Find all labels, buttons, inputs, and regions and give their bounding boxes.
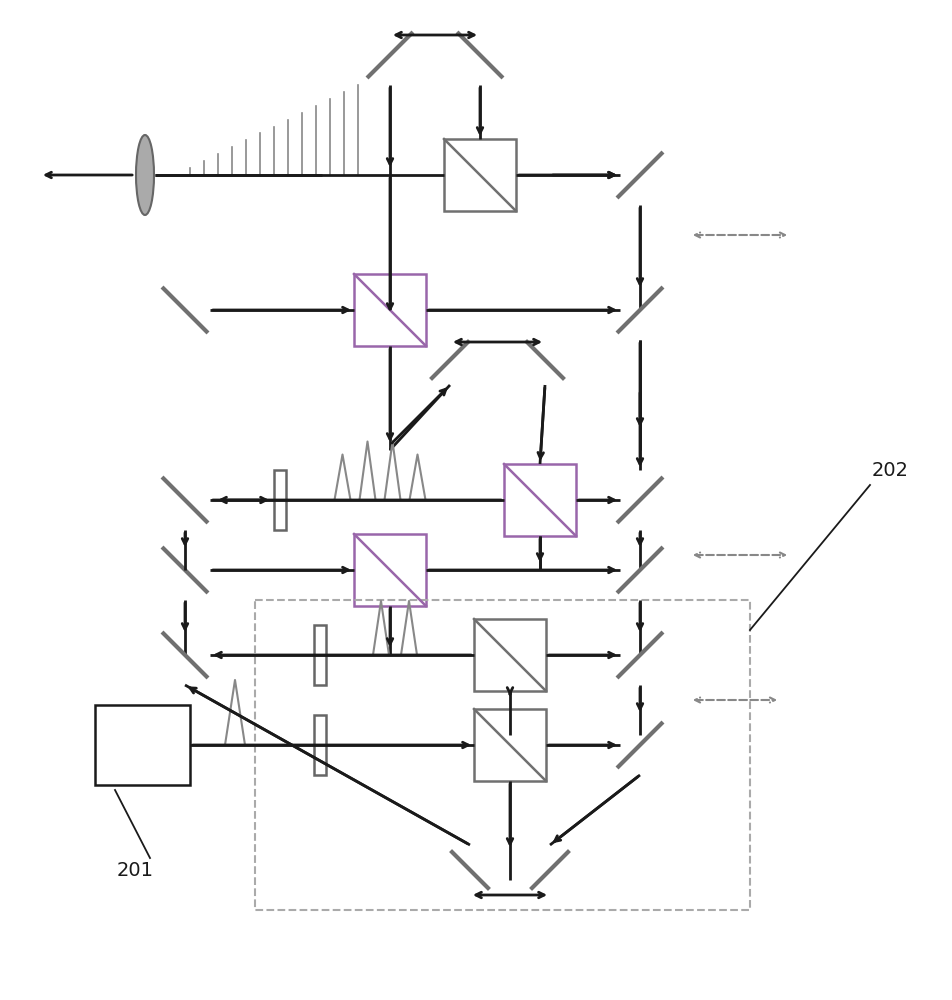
Bar xyxy=(504,464,575,536)
Text: 202: 202 xyxy=(870,460,907,480)
Bar xyxy=(353,274,426,346)
Bar xyxy=(444,139,515,211)
Bar xyxy=(313,625,326,685)
Bar xyxy=(274,470,286,530)
Ellipse shape xyxy=(136,135,154,215)
Bar xyxy=(473,619,545,691)
Bar xyxy=(473,709,545,781)
Bar xyxy=(353,534,426,606)
Bar xyxy=(255,600,749,910)
Bar xyxy=(313,715,326,775)
Bar xyxy=(95,705,189,785)
Text: 201: 201 xyxy=(116,860,153,880)
